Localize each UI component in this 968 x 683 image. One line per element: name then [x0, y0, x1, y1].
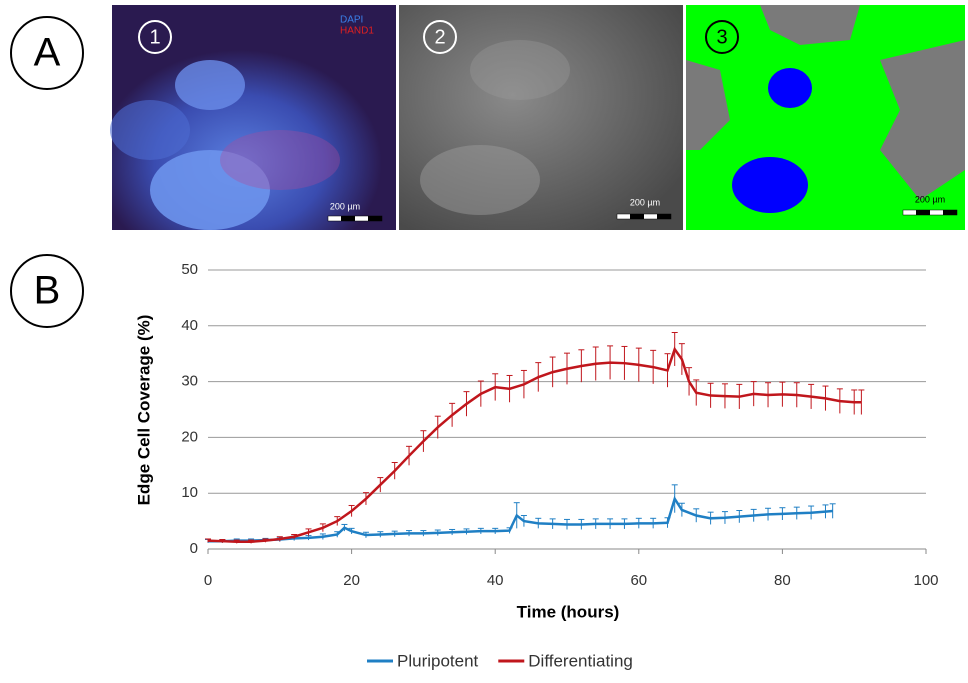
y-tick-label: 40: [181, 317, 198, 334]
image-number: 2: [434, 26, 445, 48]
channel-label: DAPI: [340, 15, 363, 26]
x-tick-label: 60: [630, 572, 647, 589]
x-tick-label: 40: [487, 572, 504, 589]
micrograph: 1 DAPI HAND1 200 µm: [110, 5, 396, 230]
x-tick-label: 100: [913, 572, 938, 589]
panel-label: B: [34, 269, 61, 313]
scale-label: 200 µm: [330, 201, 360, 211]
y-tick-label: 20: [181, 428, 198, 445]
x-tick-label: 0: [204, 572, 212, 589]
image-number: 3: [716, 26, 727, 48]
channel-label: HAND1: [340, 26, 374, 37]
image-number: 1: [149, 26, 160, 48]
legend-label: Differentiating: [528, 651, 633, 670]
legend-label: Pluripotent: [397, 651, 479, 670]
panel-label: A: [34, 31, 61, 75]
y-axis-label: Edge Cell Coverage (%): [134, 315, 153, 506]
y-tick-label: 50: [181, 261, 198, 278]
x-tick-label: 20: [343, 572, 360, 589]
x-axis-label: Time (hours): [517, 602, 620, 621]
micrograph: 2 200 µm: [399, 5, 683, 230]
scale-label: 200 µm: [630, 197, 660, 207]
y-tick-label: 10: [181, 484, 198, 501]
y-tick-label: 0: [190, 540, 198, 557]
micrograph: 3 200 µm: [686, 5, 965, 230]
scale-label: 200 µm: [915, 194, 945, 204]
y-tick-label: 30: [181, 373, 198, 390]
x-tick-label: 80: [774, 572, 791, 589]
series-line: [208, 349, 861, 542]
figure: A B 1 DAPI HAND1 200 µm 2 200 µm 3: [0, 0, 968, 678]
